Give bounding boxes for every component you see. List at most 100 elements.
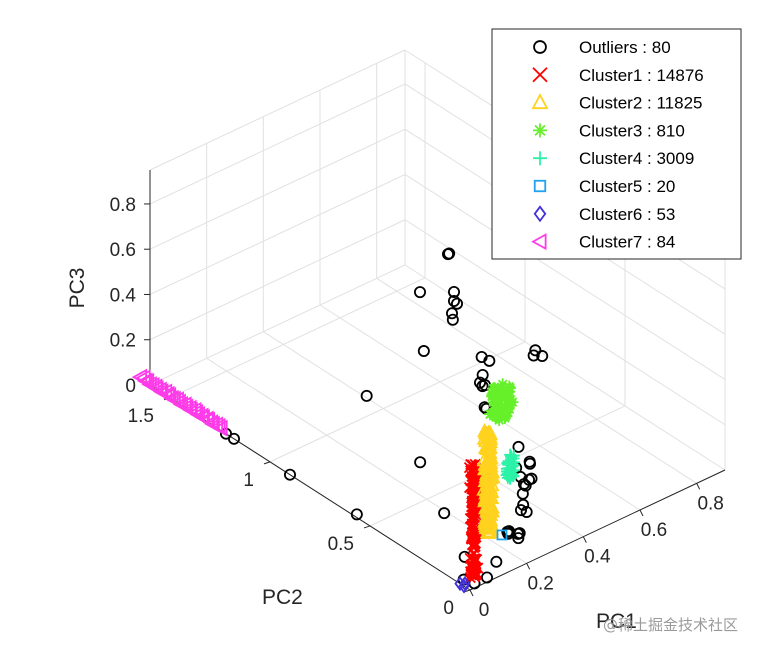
legend-label: Outliers : 80 [579,38,671,57]
series-triangle-left [131,368,228,437]
data-point [350,508,363,521]
data-point [496,529,508,541]
data-point [470,569,482,581]
x-tick-label: 0 [479,600,490,621]
data-point [459,576,471,592]
y-tick-label: 0 [443,598,454,619]
data-point [417,345,430,358]
data-point [486,390,499,403]
data-point [438,507,451,520]
data-point [501,456,514,469]
data-point [283,468,296,481]
data-point [446,313,459,326]
grid-line-back-z [149,219,406,341]
data-point [495,382,508,395]
x-tick-mark [582,536,587,543]
legend-item: Cluster5 : 20 [533,177,675,196]
y-axis-label: PC2 [262,586,303,609]
data-point [445,307,458,320]
legend-label: Cluster4 : 3009 [579,149,694,168]
data-point [479,477,495,492]
legend-marker [533,123,547,138]
grid-line-back-z [149,128,406,250]
data-point [469,493,481,505]
data-point [481,459,497,474]
data-point [518,478,531,491]
data-point [493,414,506,427]
data-point [478,485,494,500]
data-point [441,248,454,261]
legend-box [491,28,742,260]
legend-item: Cluster2 : 11825 [531,92,702,113]
data-point [466,504,478,517]
data-point [515,504,528,517]
data-point [468,531,481,544]
legend-marker [532,67,548,83]
grid-line-back-z [149,264,406,386]
z-tick-label: 0.8 [110,195,136,216]
data-point [212,419,228,437]
data-point [478,401,491,414]
data-point [485,469,501,484]
grid-line-floor-x [376,277,697,484]
series-square [496,529,508,541]
data-point [519,479,532,492]
legend-item: Cluster4 : 3009 [533,149,694,168]
data-point [482,424,498,440]
watermark-text: @稀土掘金技术社区 [603,616,738,634]
series-x [463,458,485,584]
data-points [131,247,549,594]
data-point [468,542,480,554]
x-tick-label: 0.4 [584,547,611,568]
x-axis-line [469,469,726,591]
data-point [494,387,507,400]
data-point [413,286,426,299]
z-tick-label: 0.6 [110,240,136,261]
legend-label: Cluster5 : 20 [579,177,675,196]
y-tick-mark [263,461,271,465]
data-point [447,285,460,298]
data-point [360,389,373,402]
legend-label: Cluster7 : 84 [579,233,675,252]
data-point [467,554,479,566]
legend-label: Cluster6 : 53 [579,205,675,224]
data-point [496,399,509,412]
data-point [501,467,514,480]
data-point [500,405,513,418]
data-point [523,455,536,468]
y-tick-label: 1 [243,470,254,491]
data-point [496,378,509,391]
series-asterisk [484,378,519,427]
series-triangle-up [476,422,501,539]
data-point [502,455,515,468]
x-axis-label: PC1 [596,610,637,633]
legend-item: Cluster7 : 84 [531,233,675,252]
legend-item: Outliers : 80 [533,38,671,57]
grid-line-back-z [149,83,406,205]
grid-line-side-z [404,174,726,380]
legend-item: Cluster3 : 810 [533,121,685,140]
legend-marker [531,233,547,251]
data-point [512,532,525,545]
data-point [458,578,470,594]
data-point [498,412,511,425]
data-point [482,503,498,518]
data-point [479,438,495,453]
series-plus [500,448,521,485]
data-point [465,501,478,513]
z-tick-label: 0 [125,376,136,397]
data-point [536,350,549,363]
legend-marker [533,179,547,193]
data-point [450,297,463,310]
data-point [485,407,498,420]
data-point [503,380,516,393]
data-point [490,555,503,568]
data-point [135,369,151,387]
legend-item: Cluster1 : 14876 [532,66,704,85]
grid-line-floor-y [169,277,426,399]
data-point [529,344,542,357]
data-point [513,527,526,540]
data-point [467,477,479,489]
